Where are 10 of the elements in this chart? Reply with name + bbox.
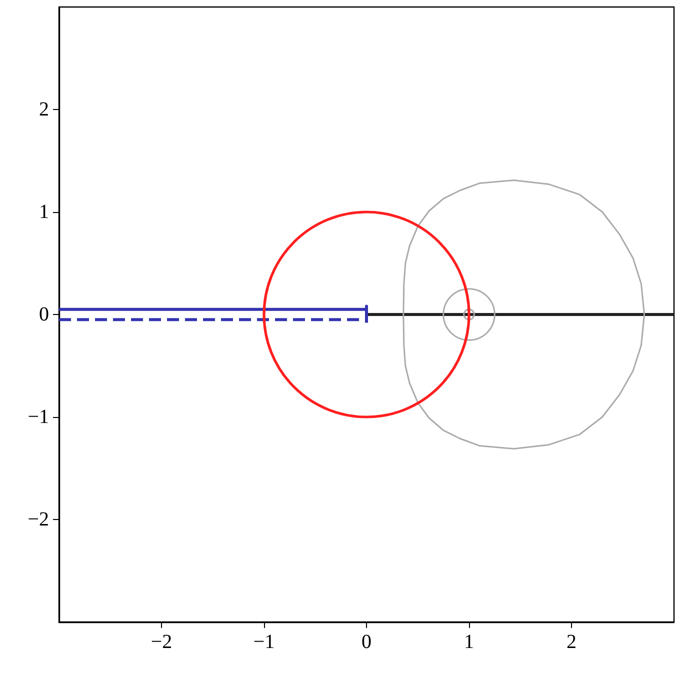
x-tick-label: −2 — [150, 631, 172, 653]
y-tick-label: 0 — [39, 304, 49, 326]
x-tick-label: 2 — [566, 631, 576, 653]
y-tick-label: −1 — [28, 406, 49, 428]
y-tick-label: 1 — [39, 201, 49, 223]
y-tick-label: 2 — [39, 98, 49, 120]
x-tick-label: 0 — [362, 631, 372, 653]
x-tick-label: 1 — [464, 631, 474, 653]
y-tick-label: −2 — [28, 508, 49, 530]
x-tick-label: −1 — [253, 631, 275, 653]
